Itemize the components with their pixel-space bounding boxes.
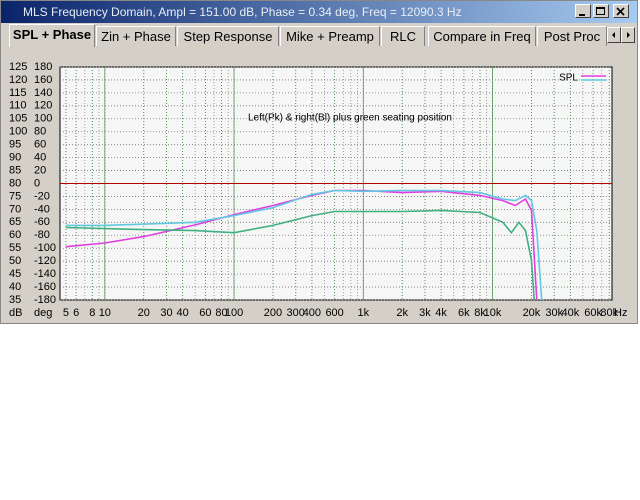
x-tick-label: 2k <box>396 307 408 319</box>
y-tick-label: 115 <box>9 87 27 99</box>
y2-tick-label: 120 <box>34 100 52 112</box>
y2-tick-label: -120 <box>34 255 56 267</box>
y-tick-label: 95 <box>9 139 21 151</box>
y2-tick-label: -140 <box>34 268 56 280</box>
legend-label: SPL <box>559 73 578 84</box>
tab[interactable]: Step Response <box>177 26 279 46</box>
x-tick-label: 20k <box>523 307 541 319</box>
y2-tick-label: -160 <box>34 281 56 293</box>
y2-axis-label: deg <box>34 307 52 319</box>
x-tick-label: 80 <box>215 307 227 319</box>
y-tick-label: 125 <box>9 61 27 73</box>
y2-tick-label: 100 <box>34 113 52 125</box>
x-tick-label: 30k <box>545 307 563 319</box>
y-tick-label: 85 <box>9 164 21 176</box>
x-tick-label: 8k <box>474 307 486 319</box>
close-button[interactable] <box>613 4 629 18</box>
annotation: Left(Pk) & right(Bl) plus green seating … <box>248 113 452 124</box>
x-tick-label: 40 <box>177 307 189 319</box>
x-tick-label: 20 <box>138 307 150 319</box>
y2-tick-label: -100 <box>34 242 56 254</box>
x-tick-label: 60k <box>584 307 602 319</box>
x-tick-label: 1k <box>357 307 369 319</box>
tab-scroll-left[interactable] <box>607 27 621 43</box>
series-line <box>65 209 535 301</box>
x-tick-label: 400 <box>303 307 321 319</box>
y2-tick-label: 80 <box>34 126 46 138</box>
y-tick-label: 90 <box>9 152 21 164</box>
title-bar: MLS Frequency Domain, Ampl = 151.00 dB, … <box>1 1 637 23</box>
y2-tick-label: 40 <box>34 152 46 164</box>
y-tick-label: 50 <box>9 255 21 267</box>
y-tick-label: 80 <box>9 177 21 189</box>
y2-tick-label: 140 <box>34 87 52 99</box>
x-tick-label: 3k <box>419 307 431 319</box>
x-tick-label: 30 <box>160 307 172 319</box>
y2-tick-label: 180 <box>34 61 52 73</box>
x-tick-label: 100 <box>225 307 243 319</box>
y-tick-label: 35 <box>9 294 21 306</box>
y2-tick-label: -40 <box>34 203 50 215</box>
x-tick-label: 80k <box>600 307 618 319</box>
x-tick-label: 6 <box>73 307 79 319</box>
y-tick-label: 100 <box>9 126 27 138</box>
tab[interactable]: Post Proc <box>537 26 607 46</box>
y2-tick-label: -80 <box>34 229 50 241</box>
x-tick-label: 40k <box>561 307 579 319</box>
y2-tick-label: -20 <box>34 190 50 202</box>
x-tick-label: 5 <box>63 307 69 319</box>
maximize-button[interactable] <box>593 4 609 18</box>
y-tick-label: 105 <box>9 113 27 125</box>
y-tick-label: 65 <box>9 216 21 228</box>
window-title: MLS Frequency Domain, Ampl = 151.00 dB, … <box>23 5 462 19</box>
tab[interactable]: Mike + Preamp <box>280 26 380 46</box>
y2-tick-label: -60 <box>34 216 50 228</box>
y-tick-label: 45 <box>9 268 21 280</box>
y-tick-label: 40 <box>9 281 21 293</box>
tab[interactable]: RLC <box>381 26 425 46</box>
y-tick-label: 60 <box>9 229 21 241</box>
y-tick-label: 70 <box>9 203 21 215</box>
tab[interactable]: Zin + Phase <box>96 26 176 46</box>
y-axis-label: dB <box>9 307 22 319</box>
minimize-button[interactable] <box>575 4 591 18</box>
y-tick-label: 120 <box>9 74 27 86</box>
x-tick-label: 4k <box>435 307 447 319</box>
y-tick-label: 75 <box>9 190 21 202</box>
y2-tick-label: -180 <box>34 294 56 306</box>
y2-tick-label: 0 <box>34 177 40 189</box>
y2-tick-label: 60 <box>34 139 46 151</box>
y-tick-label: 55 <box>9 242 21 254</box>
tab-scroll-right[interactable] <box>621 27 635 43</box>
tab[interactable]: SPL + Phase <box>9 24 95 47</box>
series-line <box>65 189 543 301</box>
x-tick-label: 8 <box>89 307 95 319</box>
x-unit-label: Hz <box>614 307 627 319</box>
tab-strip: SPL + Phase Zin + Phase Step Response Mike … <box>5 24 637 47</box>
x-tick-label: 10 <box>99 307 111 319</box>
tab[interactable]: Compare in Freq <box>428 26 536 46</box>
x-tick-label: 6k <box>458 307 470 319</box>
x-tick-label: 60 <box>199 307 211 319</box>
x-tick-label: 200 <box>264 307 282 319</box>
y-tick-label: 110 <box>9 100 27 112</box>
y2-tick-label: 20 <box>34 164 46 176</box>
x-tick-label: 600 <box>325 307 343 319</box>
y2-tick-label: 160 <box>34 74 52 86</box>
x-tick-label: 300 <box>287 307 305 319</box>
x-tick-label: 10k <box>484 307 502 319</box>
